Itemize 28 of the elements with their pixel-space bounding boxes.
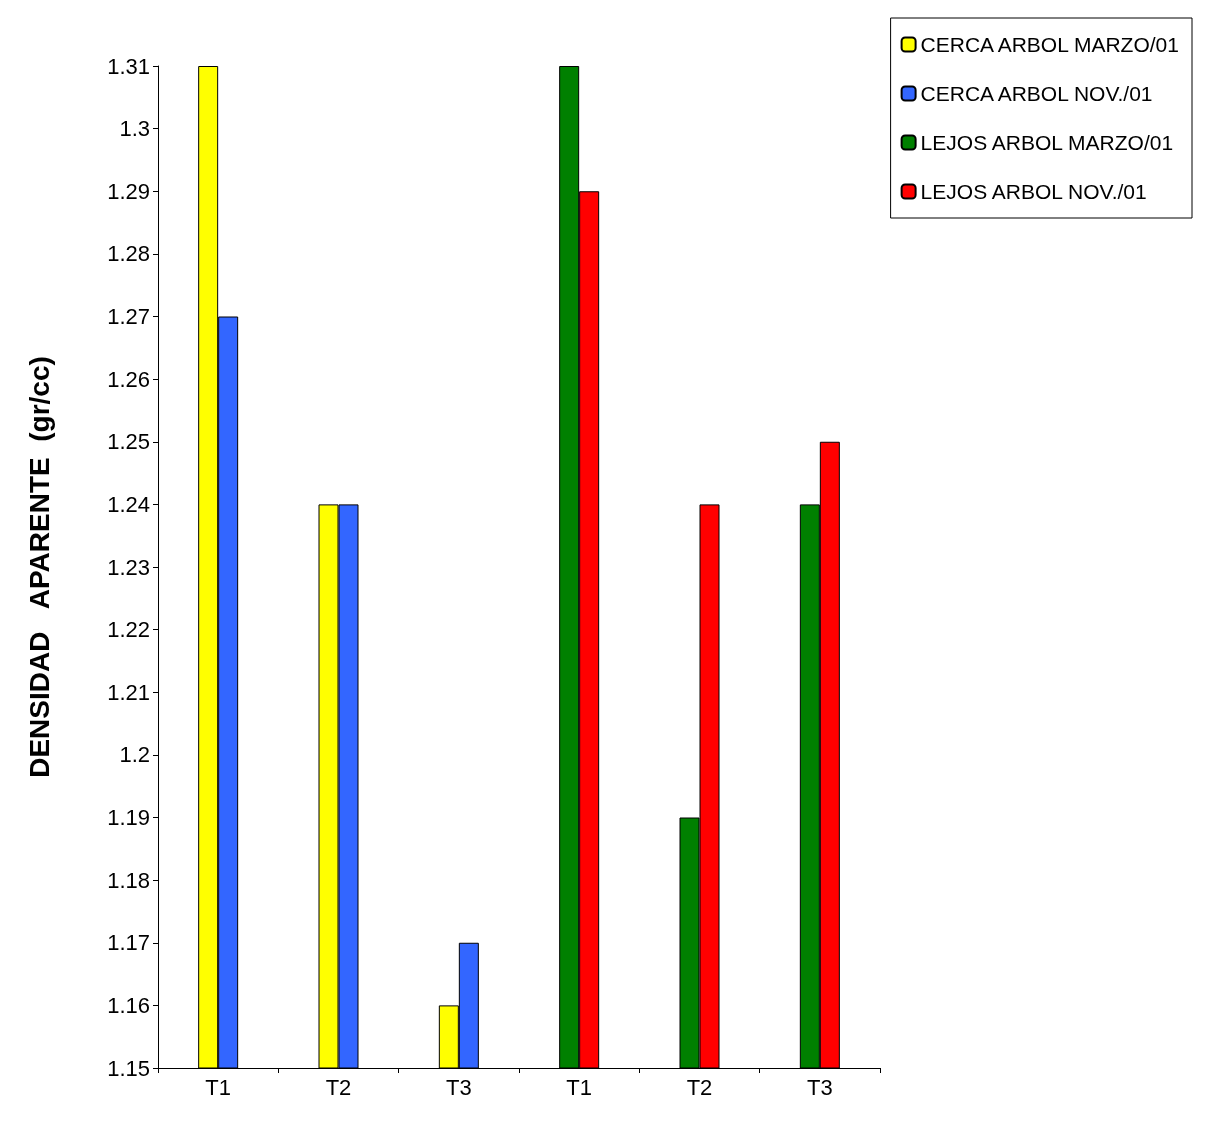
x-tick-label: T1 (205, 1074, 232, 1100)
y-tick-label: 1.28 (107, 241, 150, 267)
y-tick-label: 1.24 (107, 491, 150, 517)
y-tick-label: 1.18 (107, 867, 150, 893)
x-tick-label: T3 (806, 1074, 833, 1100)
y-axis-title: DENSIDAD APARENTE (gr/cc) (23, 356, 55, 778)
y-tick-label: 1.27 (107, 304, 150, 329)
x-tick-label: T2 (325, 1074, 352, 1100)
y-tick-label: 1.22 (107, 617, 150, 643)
y-tick-label: 1.31 (107, 53, 150, 79)
y-tick-label: 1.16 (107, 992, 150, 1018)
legend-label: CERCA ARBOL NOV./01 (920, 82, 1153, 105)
x-tick-label: T2 (686, 1074, 713, 1100)
y-tick-label: 1.2 (119, 742, 150, 768)
y-tick-label: 1.26 (107, 366, 150, 392)
x-tick-label: T1 (566, 1074, 593, 1100)
y-tick-label: 1.3 (119, 116, 150, 142)
legend-label: LEJOS ARBOL NOV./01 (920, 180, 1147, 203)
y-tick-label: 1.29 (107, 178, 150, 204)
legend-label: LEJOS ARBOL MARZO/01 (920, 131, 1174, 154)
y-tick-label: 1.19 (107, 805, 150, 830)
y-tick-label: 1.23 (107, 554, 150, 580)
y-tick-label: 1.25 (107, 429, 150, 455)
legend-label: CERCA ARBOL MARZO/01 (920, 33, 1179, 56)
y-tick-label: 1.17 (107, 930, 150, 956)
y-tick-label: 1.21 (107, 679, 150, 705)
x-tick-label: T3 (445, 1074, 472, 1100)
y-tick-label: 1.15 (107, 1055, 150, 1081)
